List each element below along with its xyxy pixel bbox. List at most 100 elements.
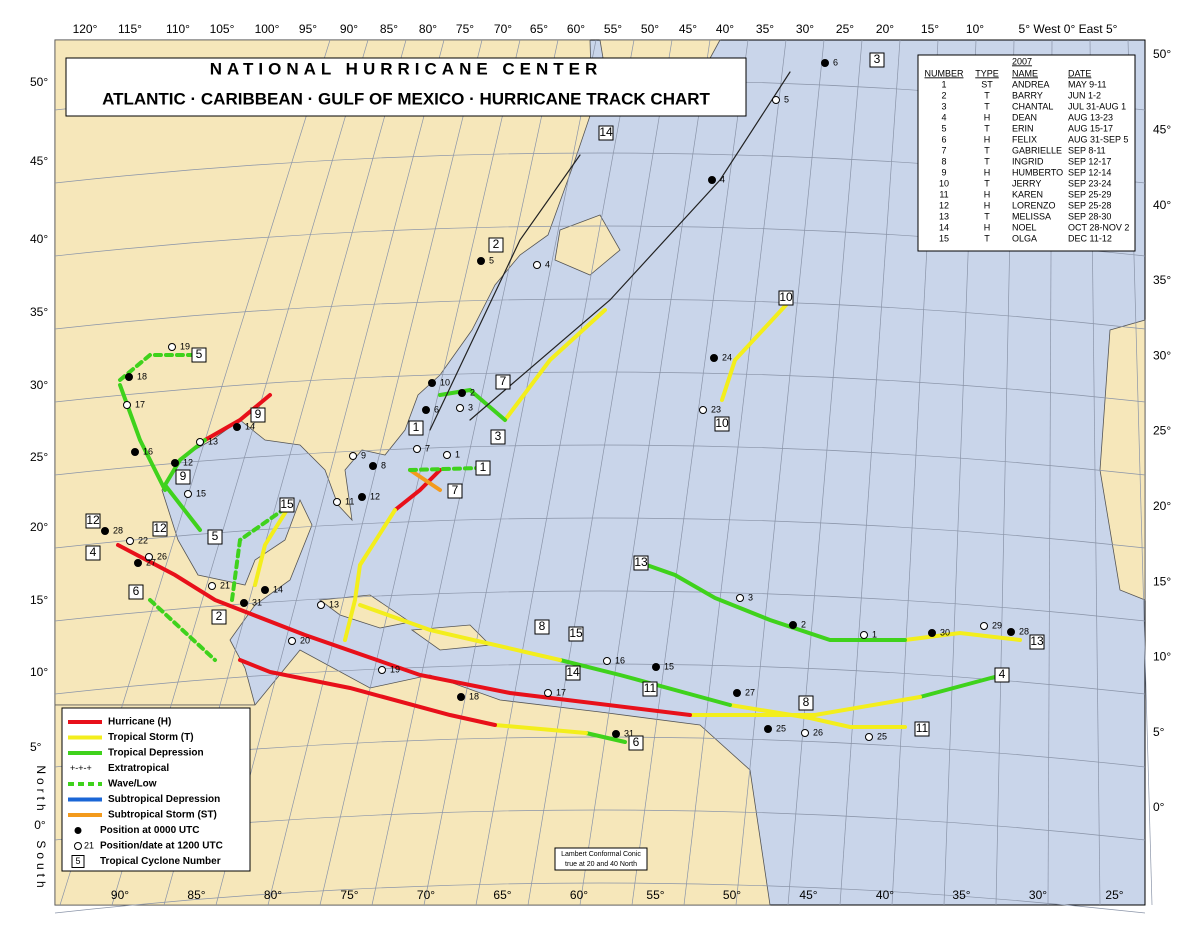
table-cell: H [984, 189, 991, 199]
track-date: 15 [196, 488, 206, 498]
position-dot [240, 599, 248, 607]
track [639, 561, 907, 642]
meridian [475, 39, 635, 906]
longitude-label: 25° [1105, 888, 1123, 902]
latitude-label: 35° [30, 305, 48, 319]
table-header: TYPE [975, 68, 999, 78]
table-cell: H [984, 200, 991, 210]
track-date: 29 [992, 620, 1002, 630]
table-cell: T [984, 123, 990, 133]
table-cell: SEP 28-30 [1068, 211, 1111, 221]
labels: 120° 115° 110° 105° 100° 95° 90° 85° 80° 75° 70° 65… [30, 22, 1171, 902]
legend-label: Hurricane (H) [108, 717, 171, 728]
position-dot [533, 261, 541, 269]
track-date: 19 [180, 341, 190, 351]
track [918, 673, 1004, 699]
storm-number: 4 [999, 667, 1006, 681]
position-dot [928, 629, 936, 637]
position-dot [123, 401, 131, 409]
track [728, 703, 907, 729]
longitude-label: 40° [876, 888, 894, 902]
storm-number: 8 [803, 695, 810, 709]
table-cell: 4 [941, 112, 946, 122]
longitude-label: 10° [966, 22, 984, 36]
storm-number: 10 [779, 290, 793, 304]
longitude-label: 70° [494, 22, 512, 36]
longitude-label: 65° [530, 22, 548, 36]
track-date: 3 [468, 402, 473, 412]
track [720, 303, 788, 402]
table-cell: AUG 31-SEP 5 [1068, 134, 1128, 144]
track-date: 4 [545, 259, 550, 269]
table-cell: AUG 15-17 [1068, 123, 1113, 133]
track-date: 30 [940, 627, 950, 637]
legend-label: Extratropical [108, 763, 169, 774]
track [230, 503, 292, 602]
track-date: 17 [556, 687, 566, 697]
track [429, 154, 581, 431]
table-cell: SEP 25-28 [1068, 200, 1111, 210]
storm-number: 2 [216, 609, 223, 623]
track-date: 17 [135, 399, 145, 409]
position-dot [101, 527, 109, 535]
track-date: 27 [745, 687, 755, 697]
position-dot [233, 423, 241, 431]
table-cell: 13 [939, 211, 949, 221]
storm-number-box [642, 681, 658, 697]
table-cell: 14 [939, 222, 949, 232]
position-dot [131, 448, 139, 456]
parallel [54, 882, 1146, 914]
legend-sample: 5 [75, 856, 80, 866]
storm-number-box [534, 619, 550, 635]
latitude-label: 20° [1153, 499, 1171, 513]
longitude-label: 35° [952, 888, 970, 902]
table-cell: DEAN [1012, 112, 1037, 122]
track [116, 543, 692, 717]
table-cell: 8 [941, 156, 946, 166]
track-date: 18 [469, 691, 479, 701]
latitude-label: 45° [30, 154, 48, 168]
position-dot [860, 631, 868, 639]
table-cell: 12 [939, 200, 949, 210]
position-dot [764, 725, 772, 733]
table-cell: 2 [941, 90, 946, 100]
longitude-label: 85° [380, 22, 398, 36]
latitude-label: 10° [30, 665, 48, 679]
track-date: 2 [801, 619, 806, 629]
track-date: 25 [776, 723, 786, 733]
projection-note: Lambert Conformal Conic true at 20 and 4… [554, 847, 648, 871]
position-dot [317, 601, 325, 609]
table-cell: T [984, 178, 990, 188]
legend-label: Tropical Cyclone Number [100, 856, 221, 867]
storm-number-box [565, 665, 581, 681]
track-date: 13 [208, 436, 218, 446]
position-dot [708, 176, 716, 184]
storm-table: 2007 NUMBER TYPE NAME DATE 1 ST ANDREA MAY 9-11… [917, 54, 1136, 252]
track [493, 723, 588, 735]
storm-number: 2 [493, 237, 500, 251]
track-date: 25 [877, 731, 887, 741]
table-cell: 9 [941, 167, 946, 177]
storm-number: 9 [180, 469, 187, 483]
position-dot [422, 406, 430, 414]
storm-number-box [488, 237, 504, 253]
storm-number: 7 [500, 374, 507, 388]
longitude-label: 55° [604, 22, 622, 36]
longitude-label: 80° [264, 888, 282, 902]
position-dot [736, 594, 744, 602]
longitude-label: 45° [679, 22, 697, 36]
table-cell: T [984, 145, 990, 155]
position-dot [126, 537, 134, 545]
track [503, 308, 607, 422]
track-date: 7 [425, 443, 430, 453]
table-frame [917, 54, 1136, 252]
longitude-label: 75° [456, 22, 474, 36]
longitude-label: 30° [796, 22, 814, 36]
track-date: 10 [440, 377, 450, 387]
track [688, 695, 922, 717]
table-cell: T [984, 90, 990, 100]
meridian [631, 39, 749, 906]
position-dot [171, 459, 179, 467]
parallel [54, 590, 1146, 622]
